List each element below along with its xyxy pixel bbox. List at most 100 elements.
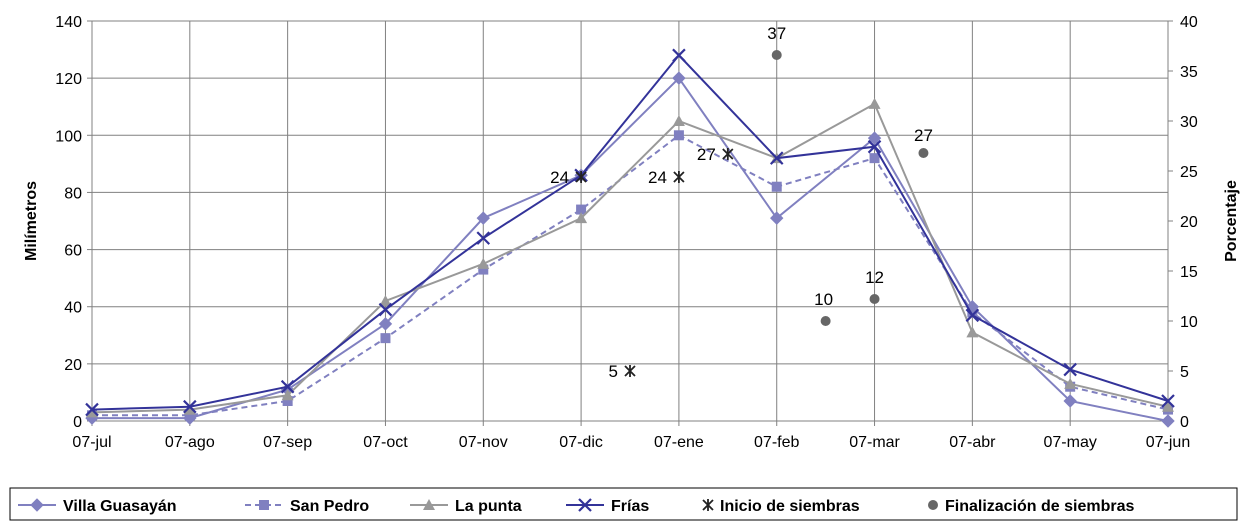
scatter-0-point xyxy=(624,365,636,377)
plot-area xyxy=(91,20,1169,422)
data-label: 27 xyxy=(914,126,933,145)
y2-axis-title: Porcentaje xyxy=(1223,180,1240,262)
series-2-point xyxy=(281,389,294,401)
series-1-point xyxy=(576,204,587,215)
series-3-point xyxy=(672,48,686,63)
x-tick-label: 07-nov xyxy=(459,434,508,451)
legend-label: Inicio de siembras xyxy=(720,498,860,515)
series-1-point xyxy=(673,130,684,141)
series-line-2 xyxy=(91,102,1169,414)
series-0-point xyxy=(378,317,393,331)
series-3-point xyxy=(965,308,980,323)
x-tick-label: 07-jun xyxy=(1146,434,1190,451)
series-2-point xyxy=(672,115,685,126)
legend-label: San Pedro xyxy=(290,498,369,515)
series-3-point xyxy=(769,151,784,165)
series-3-point xyxy=(378,302,393,317)
scatter-1-point xyxy=(918,148,929,158)
x-tick-label: 07-dic xyxy=(559,434,603,451)
series-2-point xyxy=(86,406,98,418)
series-3-point xyxy=(280,379,295,394)
y-axis-title: Milímetros xyxy=(23,181,40,261)
series-2-point xyxy=(1162,400,1174,412)
data-label: 37 xyxy=(767,24,786,43)
y2-tick-label: 35 xyxy=(1180,64,1198,81)
x-tick-label: 07-sep xyxy=(263,434,312,451)
x-tick-label: 07-ago xyxy=(165,434,215,451)
x-tick-label: 07-ene xyxy=(654,434,704,451)
scatter-1-point xyxy=(820,316,831,326)
series-2-point xyxy=(379,295,392,306)
series-1-point xyxy=(869,153,880,164)
series-line-3 xyxy=(91,53,1169,411)
series-2-point xyxy=(868,97,881,109)
series-0-point xyxy=(476,211,490,225)
legend-marker xyxy=(423,499,435,510)
series-0-point xyxy=(867,131,882,145)
scatter-0-point xyxy=(575,171,587,183)
y-tick-label: 120 xyxy=(55,71,82,88)
scatter-0-point xyxy=(722,148,734,160)
x-tick-label: 07-abr xyxy=(949,434,996,451)
series-3-point xyxy=(1161,394,1175,408)
data-label: 24 xyxy=(550,168,569,187)
y2-tick-label: 10 xyxy=(1180,314,1198,331)
y-tick-label: 60 xyxy=(64,243,82,260)
y-tick-label: 0 xyxy=(73,414,82,431)
series-1-point xyxy=(380,333,391,344)
y2-tick-label: 0 xyxy=(1180,414,1189,431)
legend-marker xyxy=(259,500,269,510)
series-1-point xyxy=(478,264,489,275)
series-0-point xyxy=(1063,394,1077,408)
series-3-point xyxy=(183,399,197,414)
legend-marker xyxy=(702,499,714,511)
y-tick-label: 40 xyxy=(64,300,82,317)
y-tick-label: 140 xyxy=(55,14,82,31)
y-tick-label: 20 xyxy=(64,357,82,374)
x-tick-label: 07-jul xyxy=(72,434,111,451)
series-0-point xyxy=(1161,414,1175,428)
series-2-point xyxy=(575,212,588,224)
series-1-point xyxy=(184,410,195,421)
series-2-point xyxy=(966,326,979,338)
y2-tick-label: 5 xyxy=(1180,364,1189,381)
legend xyxy=(9,487,1238,521)
scatter-1-point xyxy=(771,50,782,60)
y2-tick-label: 40 xyxy=(1180,14,1198,31)
series-1-point xyxy=(771,181,782,192)
data-label: 10 xyxy=(814,290,833,309)
series-line-0 xyxy=(92,76,1169,422)
y-tick-label: 80 xyxy=(64,185,82,202)
y-tick-label: 100 xyxy=(55,128,82,145)
x-tick-label: 07-oct xyxy=(363,434,408,451)
x-tick-label: 07-feb xyxy=(754,434,799,451)
legend-marker xyxy=(30,498,44,512)
data-label: 27 xyxy=(697,145,716,164)
data-label: 24 xyxy=(648,168,667,187)
series-1-point xyxy=(282,396,293,406)
series-3-point xyxy=(476,231,491,245)
series-3-point xyxy=(1063,362,1077,377)
data-label: 5 xyxy=(609,362,618,381)
series-2-point xyxy=(1064,377,1077,389)
x-tick-label: 07-mar xyxy=(849,434,900,451)
series-2-point xyxy=(477,257,490,269)
legend-label: Frías xyxy=(611,498,649,515)
series-0-point xyxy=(770,211,784,225)
series-0-point xyxy=(672,71,686,85)
series-1-point xyxy=(967,307,978,318)
legend-label: Villa Guasayán xyxy=(63,498,177,515)
legend-label: Finalización de siembras xyxy=(945,498,1135,515)
legend-label: La punta xyxy=(455,498,522,515)
y2-tick-label: 15 xyxy=(1180,264,1198,281)
y2-tick-label: 20 xyxy=(1180,214,1198,231)
x-tick-label: 07-may xyxy=(1044,434,1097,451)
series-3-point xyxy=(867,139,882,154)
scatter-1-point xyxy=(869,294,880,304)
data-label: 12 xyxy=(865,268,884,287)
scatter-0-point xyxy=(673,171,685,183)
y2-tick-label: 25 xyxy=(1180,164,1198,181)
series-3-point xyxy=(85,402,99,417)
y2-tick-label: 30 xyxy=(1180,114,1198,131)
